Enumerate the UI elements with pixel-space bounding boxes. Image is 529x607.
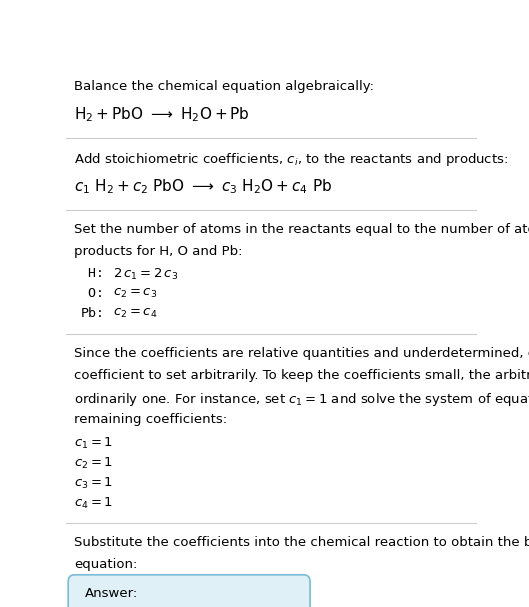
Text: $c_2 = 1$: $c_2 = 1$ [74, 456, 113, 471]
Text: Since the coefficients are relative quantities and underdetermined, choose a: Since the coefficients are relative quan… [74, 347, 529, 360]
Text: equation:: equation: [74, 558, 138, 571]
Text: Answer:: Answer: [85, 588, 138, 600]
Text: remaining coefficients:: remaining coefficients: [74, 413, 227, 426]
Text: $c_1 = 1$: $c_1 = 1$ [74, 436, 113, 451]
Text: coefficient to set arbitrarily. To keep the coefficients small, the arbitrary va: coefficient to set arbitrarily. To keep … [74, 369, 529, 382]
Text: $c_4 = 1$: $c_4 = 1$ [74, 497, 113, 511]
Text: $c_2 = c_3$: $c_2 = c_3$ [113, 287, 158, 300]
Text: O:: O: [80, 287, 104, 300]
Text: Balance the chemical equation algebraically:: Balance the chemical equation algebraica… [74, 80, 375, 93]
Text: Set the number of atoms in the reactants equal to the number of atoms in the: Set the number of atoms in the reactants… [74, 223, 529, 236]
Text: Add stoichiometric coefficients, $c_i$, to the reactants and products:: Add stoichiometric coefficients, $c_i$, … [74, 151, 508, 168]
Text: Substitute the coefficients into the chemical reaction to obtain the balanced: Substitute the coefficients into the che… [74, 537, 529, 549]
Text: $c_3 = 1$: $c_3 = 1$ [74, 476, 113, 491]
FancyBboxPatch shape [68, 575, 310, 607]
Text: products for H, O and Pb:: products for H, O and Pb: [74, 245, 243, 258]
Text: $\mathrm{H_2 + PbO\ \longrightarrow\ H_2O + Pb}$: $\mathrm{H_2 + PbO\ \longrightarrow\ H_2… [74, 106, 250, 124]
Text: $c_1\ \mathrm{H_2} + c_2\ \mathrm{PbO}\ \longrightarrow\ c_3\ \mathrm{H_2O} + c_: $c_1\ \mathrm{H_2} + c_2\ \mathrm{PbO}\ … [74, 177, 332, 196]
Text: $c_2 = c_4$: $c_2 = c_4$ [113, 307, 158, 320]
Text: Pb:: Pb: [80, 307, 104, 320]
Text: ordinarily one. For instance, set $c_1 = 1$ and solve the system of equations fo: ordinarily one. For instance, set $c_1 =… [74, 391, 529, 408]
Text: $2\,c_1 = 2\,c_3$: $2\,c_1 = 2\,c_3$ [113, 267, 179, 282]
Text: H:: H: [80, 267, 104, 280]
